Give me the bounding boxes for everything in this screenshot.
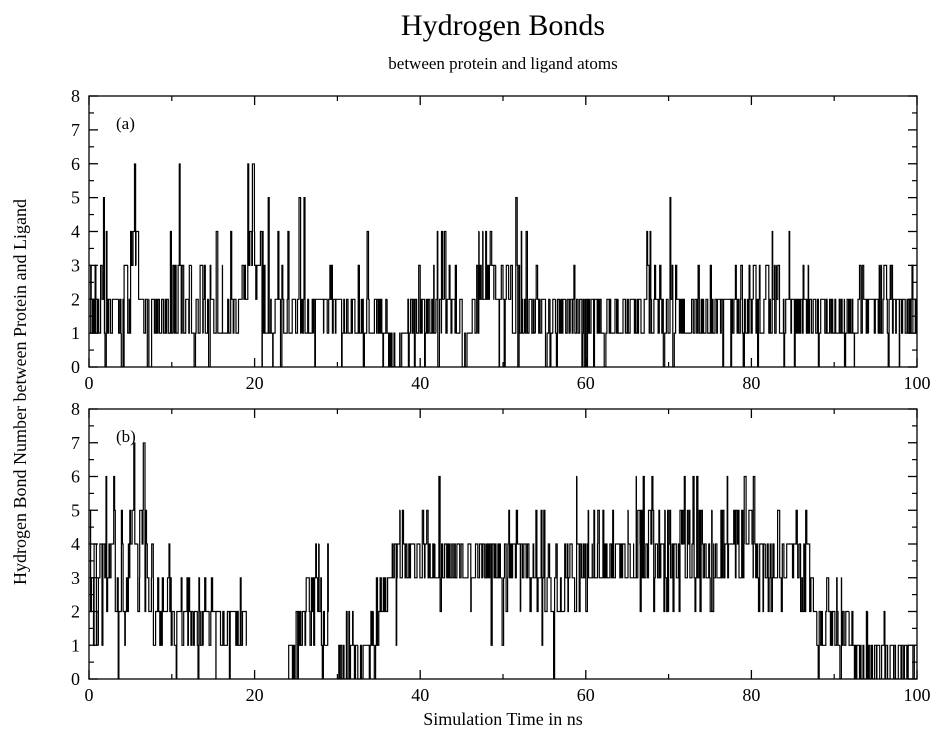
x-tick-label: 40 xyxy=(411,373,429,393)
y-tick-label: 4 xyxy=(71,534,80,554)
panel-label: (b) xyxy=(116,427,136,446)
x-tick-label: 80 xyxy=(742,373,760,393)
panels: 0 20 40 60 80 100 0 1 2 3 4 5 6 7 8 (a) 0 20 40 60 80 100 0 1 2 3… xyxy=(71,86,931,705)
y-tick-label: 2 xyxy=(71,289,80,309)
y-tick-label: 0 xyxy=(71,357,80,377)
panel-label: (a) xyxy=(116,114,135,133)
y-tick-label: 1 xyxy=(71,635,80,655)
hbond-series-line xyxy=(90,443,917,679)
y-tick-label: 6 xyxy=(71,154,80,174)
y-tick-label: 7 xyxy=(71,433,80,453)
y-tick-label: 4 xyxy=(71,222,80,242)
y-tick-label: 3 xyxy=(71,568,80,588)
y-tick-label: 0 xyxy=(71,669,80,689)
y-axis-label: Hydrogen Bond Number between Protein and… xyxy=(10,199,30,585)
x-tick-label: 100 xyxy=(904,685,931,705)
x-tick-label: 20 xyxy=(246,685,264,705)
panel-b: 0 20 40 60 80 100 0 1 2 3 4 5 6 7 8 (b) xyxy=(71,399,931,705)
y-tick-label: 8 xyxy=(71,399,80,419)
x-tick-label: 100 xyxy=(904,373,931,393)
x-tick-label: 0 xyxy=(85,685,94,705)
x-tick-label: 80 xyxy=(742,685,760,705)
x-tick-label: 60 xyxy=(577,373,595,393)
hbond-series-line xyxy=(90,164,917,367)
x-tick-label: 0 xyxy=(85,373,94,393)
y-tick-label: 8 xyxy=(71,86,80,106)
chart-subtitle: between protein and ligand atoms xyxy=(388,54,617,73)
x-tick-label: 40 xyxy=(411,685,429,705)
y-tick-label: 3 xyxy=(71,255,80,275)
x-tick-label: 20 xyxy=(246,373,264,393)
y-tick-label: 6 xyxy=(71,467,80,487)
panel-a: 0 20 40 60 80 100 0 1 2 3 4 5 6 7 8 (a) xyxy=(71,86,931,393)
y-tick-label: 1 xyxy=(71,323,80,343)
y-tick-label: 5 xyxy=(71,188,80,208)
y-tick-label: 5 xyxy=(71,500,80,520)
y-tick-label: 2 xyxy=(71,602,80,622)
chart-title: Hydrogen Bonds xyxy=(401,9,605,42)
x-axis-label: Simulation Time in ns xyxy=(423,709,583,729)
y-tick-label: 7 xyxy=(71,120,80,140)
x-tick-label: 60 xyxy=(577,685,595,705)
